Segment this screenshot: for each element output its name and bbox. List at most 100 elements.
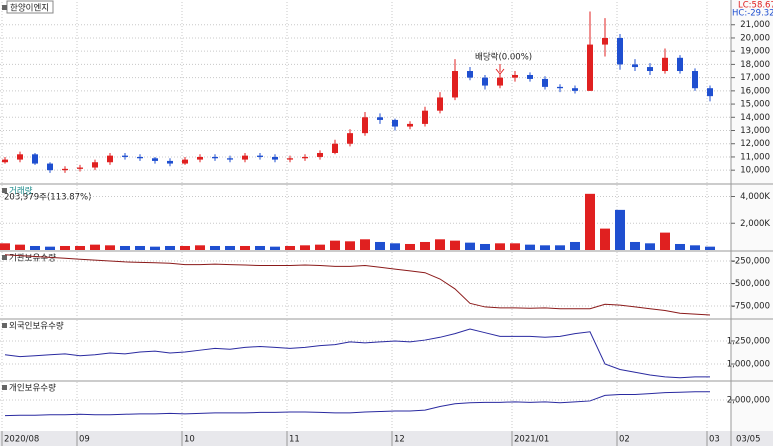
- candle-body: [272, 156, 278, 160]
- x-tick-label: 2020/08: [4, 435, 39, 445]
- volume-bar: [525, 244, 535, 250]
- x-tick-label: 2021/01: [514, 435, 549, 445]
- y-tick-label: 16,000: [740, 86, 770, 96]
- panel-title: 개인보유수량: [9, 383, 56, 394]
- candle-body: [17, 154, 23, 160]
- volume-bar: [570, 241, 580, 250]
- volume-bar: [480, 243, 490, 250]
- candle-body: [92, 162, 98, 168]
- panel-title: 외국인보유수량: [9, 321, 64, 332]
- volume-bar: [300, 245, 310, 250]
- volume-bar: [30, 245, 40, 250]
- volume-bar: [540, 245, 550, 250]
- volume-bar: [675, 243, 685, 250]
- candle-body: [2, 159, 8, 163]
- volume-bar: [240, 245, 250, 250]
- volume-bar: [315, 244, 325, 250]
- y-tick-label: 10,000: [740, 166, 770, 176]
- candle-body: [152, 158, 158, 161]
- holding-line: [4, 254, 711, 316]
- x-tick-label: 02: [619, 435, 630, 445]
- annotation: 배당락(0.00%): [475, 52, 532, 63]
- y-tick-label: 20,000: [740, 33, 770, 43]
- volume-bar: [285, 245, 295, 250]
- candle-body: [257, 155, 263, 157]
- volume-bar: [345, 241, 355, 250]
- candle-body: [287, 158, 293, 160]
- candle-body: [167, 160, 173, 164]
- y-tick-label: 21,000: [740, 20, 770, 30]
- volume-bar: [210, 245, 220, 250]
- y-tick-label: 19,000: [740, 47, 770, 57]
- x-tick-label: 09: [79, 435, 90, 445]
- candle-body: [467, 71, 473, 78]
- candle-body: [227, 158, 233, 160]
- y-tick-label: 1,000,000: [727, 359, 770, 369]
- hc-label: HC:-29.32: [732, 9, 773, 19]
- y-tick-label: 2,000K: [740, 219, 770, 229]
- volume-bar: [195, 245, 205, 250]
- volume-bar: [120, 245, 130, 250]
- panel-title: 기관보유수량: [9, 253, 56, 264]
- candle-body: [602, 37, 608, 45]
- candle-body: [542, 78, 548, 87]
- volume-bar: [615, 209, 625, 250]
- candle-body: [662, 57, 668, 72]
- volume-subtitle: 203,979주(113.87%): [4, 193, 91, 203]
- volume-bar: [330, 240, 340, 250]
- candle-body: [362, 117, 368, 134]
- candle-body: [332, 143, 338, 153]
- y-tick-label: 15,000: [740, 100, 770, 110]
- candle-body: [317, 152, 323, 157]
- y-tick-label: -250,000: [732, 257, 770, 267]
- candle-body: [707, 88, 713, 97]
- y-tick-label: 18,000: [740, 60, 770, 70]
- volume-bar: [630, 241, 640, 250]
- candle-body: [392, 119, 398, 127]
- volume-bar: [105, 245, 115, 250]
- y-tick-label: 17,000: [740, 73, 770, 83]
- lc-label: LC:58.67: [738, 1, 773, 11]
- last-date: 03/05: [736, 435, 761, 445]
- title-icon: [2, 323, 7, 328]
- title-icon: [2, 255, 7, 260]
- volume-bar: [465, 242, 475, 250]
- candle-body: [197, 156, 203, 160]
- volume-bar: [165, 245, 175, 250]
- volume-bar: [15, 244, 25, 250]
- volume-bar: [390, 243, 400, 250]
- candle-body: [677, 57, 683, 72]
- candle-body: [47, 163, 53, 171]
- candle-body: [347, 133, 353, 144]
- volume-bar: [420, 241, 430, 250]
- volume-bar: [705, 246, 715, 250]
- candle-body: [137, 156, 143, 159]
- volume-bar: [60, 245, 70, 250]
- candle-body: [62, 168, 68, 171]
- date-axis: [0, 431, 773, 446]
- candle-body: [422, 110, 428, 124]
- x-tick-label: 12: [394, 435, 405, 445]
- volume-bar: [660, 232, 670, 250]
- candle-body: [32, 154, 38, 164]
- candle-body: [497, 77, 503, 86]
- candle-body: [572, 88, 578, 91]
- y-tick-label: 4,000K: [740, 192, 770, 202]
- y-tick-label: -500,000: [732, 279, 770, 289]
- candle-body: [647, 67, 653, 72]
- volume-bar: [150, 246, 160, 250]
- volume-bar: [690, 245, 700, 250]
- volume-bar: [510, 243, 520, 250]
- volume-bar: [555, 245, 565, 250]
- candle-body: [437, 97, 443, 111]
- candle-body: [632, 64, 638, 68]
- candle-body: [377, 117, 383, 120]
- y-tick-label: 2,000,000: [727, 396, 770, 406]
- volume-bar: [90, 244, 100, 250]
- title-icon: [2, 5, 7, 10]
- candle-body: [302, 156, 308, 159]
- candle-body: [212, 156, 218, 159]
- x-tick-label: 11: [289, 435, 300, 445]
